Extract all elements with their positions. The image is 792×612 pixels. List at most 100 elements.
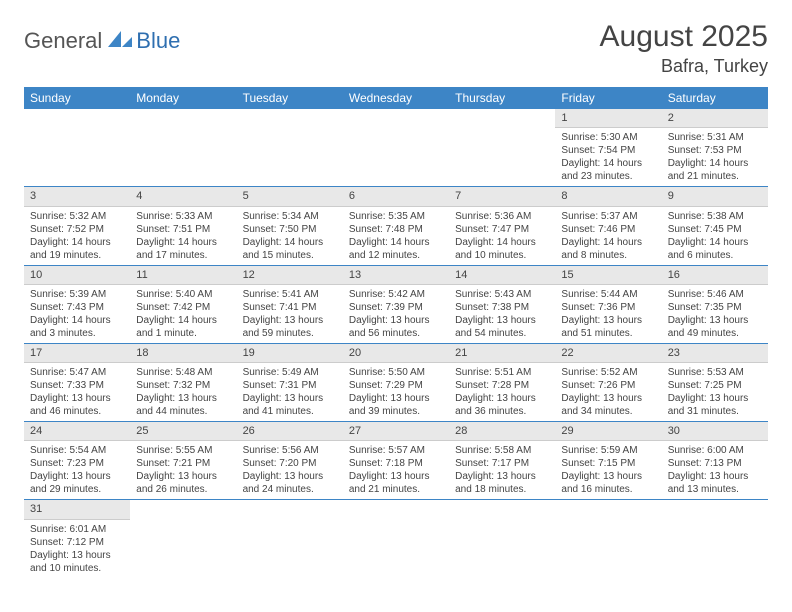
sunset-line: Sunset: 7:23 PM <box>30 457 124 470</box>
sunrise-line: Sunrise: 5:35 AM <box>349 210 443 223</box>
day-number: 3 <box>24 187 130 206</box>
sunrise-line: Sunrise: 5:40 AM <box>136 288 230 301</box>
calendar-week-row: 3Sunrise: 5:32 AMSunset: 7:52 PMDaylight… <box>24 187 768 265</box>
daylight-line: Daylight: 13 hours and 56 minutes. <box>349 314 443 340</box>
day-content: Sunrise: 5:34 AMSunset: 7:50 PMDaylight:… <box>237 207 343 265</box>
calendar-day-cell <box>343 109 449 187</box>
day-number: 18 <box>130 344 236 363</box>
calendar-day-cell: 17Sunrise: 5:47 AMSunset: 7:33 PMDayligh… <box>24 343 130 421</box>
sunrise-line: Sunrise: 6:01 AM <box>30 523 124 536</box>
day-number: 31 <box>24 500 130 519</box>
calendar-day-cell: 23Sunrise: 5:53 AMSunset: 7:25 PMDayligh… <box>662 343 768 421</box>
calendar-week-row: 24Sunrise: 5:54 AMSunset: 7:23 PMDayligh… <box>24 422 768 500</box>
weekday-header-row: SundayMondayTuesdayWednesdayThursdayFrid… <box>24 87 768 109</box>
daylight-line: Daylight: 14 hours and 23 minutes. <box>561 157 655 183</box>
calendar-day-cell: 13Sunrise: 5:42 AMSunset: 7:39 PMDayligh… <box>343 265 449 343</box>
sunset-line: Sunset: 7:35 PM <box>668 301 762 314</box>
day-number: 21 <box>449 344 555 363</box>
weekday-header: Wednesday <box>343 87 449 109</box>
day-content: Sunrise: 5:48 AMSunset: 7:32 PMDaylight:… <box>130 363 236 421</box>
day-number: 20 <box>343 344 449 363</box>
day-number: 30 <box>662 422 768 441</box>
sunset-line: Sunset: 7:38 PM <box>455 301 549 314</box>
calendar-day-cell: 9Sunrise: 5:38 AMSunset: 7:45 PMDaylight… <box>662 187 768 265</box>
sunset-line: Sunset: 7:31 PM <box>243 379 337 392</box>
daylight-line: Daylight: 14 hours and 1 minute. <box>136 314 230 340</box>
day-content: Sunrise: 5:54 AMSunset: 7:23 PMDaylight:… <box>24 441 130 499</box>
daylight-line: Daylight: 14 hours and 12 minutes. <box>349 236 443 262</box>
sunset-line: Sunset: 7:48 PM <box>349 223 443 236</box>
daylight-line: Daylight: 14 hours and 21 minutes. <box>668 157 762 183</box>
day-number: 2 <box>662 109 768 128</box>
title-block: August 2025 Bafra, Turkey <box>600 20 768 77</box>
calendar-day-cell: 26Sunrise: 5:56 AMSunset: 7:20 PMDayligh… <box>237 422 343 500</box>
sunrise-line: Sunrise: 5:50 AM <box>349 366 443 379</box>
daylight-line: Daylight: 14 hours and 17 minutes. <box>136 236 230 262</box>
day-number: 13 <box>343 266 449 285</box>
calendar-day-cell: 10Sunrise: 5:39 AMSunset: 7:43 PMDayligh… <box>24 265 130 343</box>
day-number: 9 <box>662 187 768 206</box>
day-content: Sunrise: 5:38 AMSunset: 7:45 PMDaylight:… <box>662 207 768 265</box>
day-number: 16 <box>662 266 768 285</box>
sunrise-line: Sunrise: 5:38 AM <box>668 210 762 223</box>
calendar-day-cell: 4Sunrise: 5:33 AMSunset: 7:51 PMDaylight… <box>130 187 236 265</box>
daylight-line: Daylight: 13 hours and 18 minutes. <box>455 470 549 496</box>
calendar-day-cell <box>237 500 343 578</box>
day-content: Sunrise: 5:51 AMSunset: 7:28 PMDaylight:… <box>449 363 555 421</box>
daylight-line: Daylight: 13 hours and 13 minutes. <box>668 470 762 496</box>
logo-text-blue: Blue <box>136 28 180 54</box>
sunset-line: Sunset: 7:46 PM <box>561 223 655 236</box>
calendar-day-cell: 20Sunrise: 5:50 AMSunset: 7:29 PMDayligh… <box>343 343 449 421</box>
sunset-line: Sunset: 7:12 PM <box>30 536 124 549</box>
weekday-header: Friday <box>555 87 661 109</box>
sunset-line: Sunset: 7:39 PM <box>349 301 443 314</box>
calendar-day-cell: 24Sunrise: 5:54 AMSunset: 7:23 PMDayligh… <box>24 422 130 500</box>
day-content: Sunrise: 5:49 AMSunset: 7:31 PMDaylight:… <box>237 363 343 421</box>
header: General Blue August 2025 Bafra, Turkey <box>24 20 768 77</box>
sunset-line: Sunset: 7:26 PM <box>561 379 655 392</box>
day-content: Sunrise: 5:31 AMSunset: 7:53 PMDaylight:… <box>662 128 768 186</box>
day-content: Sunrise: 5:46 AMSunset: 7:35 PMDaylight:… <box>662 285 768 343</box>
sunrise-line: Sunrise: 5:58 AM <box>455 444 549 457</box>
daylight-line: Daylight: 13 hours and 21 minutes. <box>349 470 443 496</box>
day-content: Sunrise: 5:32 AMSunset: 7:52 PMDaylight:… <box>24 207 130 265</box>
daylight-line: Daylight: 13 hours and 34 minutes. <box>561 392 655 418</box>
weekday-header: Tuesday <box>237 87 343 109</box>
day-content: Sunrise: 5:36 AMSunset: 7:47 PMDaylight:… <box>449 207 555 265</box>
calendar-day-cell <box>449 500 555 578</box>
day-content: Sunrise: 5:56 AMSunset: 7:20 PMDaylight:… <box>237 441 343 499</box>
calendar-day-cell: 2Sunrise: 5:31 AMSunset: 7:53 PMDaylight… <box>662 109 768 187</box>
sunset-line: Sunset: 7:15 PM <box>561 457 655 470</box>
sunset-line: Sunset: 7:25 PM <box>668 379 762 392</box>
sunset-line: Sunset: 7:42 PM <box>136 301 230 314</box>
sunset-line: Sunset: 7:53 PM <box>668 144 762 157</box>
sunrise-line: Sunrise: 5:34 AM <box>243 210 337 223</box>
calendar-day-cell: 29Sunrise: 5:59 AMSunset: 7:15 PMDayligh… <box>555 422 661 500</box>
daylight-line: Daylight: 13 hours and 44 minutes. <box>136 392 230 418</box>
day-content: Sunrise: 5:33 AMSunset: 7:51 PMDaylight:… <box>130 207 236 265</box>
calendar-day-cell: 25Sunrise: 5:55 AMSunset: 7:21 PMDayligh… <box>130 422 236 500</box>
sunrise-line: Sunrise: 5:43 AM <box>455 288 549 301</box>
sunset-line: Sunset: 7:29 PM <box>349 379 443 392</box>
day-content: Sunrise: 5:50 AMSunset: 7:29 PMDaylight:… <box>343 363 449 421</box>
day-number: 23 <box>662 344 768 363</box>
daylight-line: Daylight: 14 hours and 6 minutes. <box>668 236 762 262</box>
sunrise-line: Sunrise: 5:52 AM <box>561 366 655 379</box>
day-content: Sunrise: 5:35 AMSunset: 7:48 PMDaylight:… <box>343 207 449 265</box>
sunrise-line: Sunrise: 5:30 AM <box>561 131 655 144</box>
calendar-day-cell <box>237 109 343 187</box>
calendar-day-cell: 18Sunrise: 5:48 AMSunset: 7:32 PMDayligh… <box>130 343 236 421</box>
sunset-line: Sunset: 7:32 PM <box>136 379 230 392</box>
day-number: 24 <box>24 422 130 441</box>
day-number: 29 <box>555 422 661 441</box>
calendar-day-cell: 15Sunrise: 5:44 AMSunset: 7:36 PMDayligh… <box>555 265 661 343</box>
location: Bafra, Turkey <box>600 56 768 77</box>
day-number: 5 <box>237 187 343 206</box>
sunset-line: Sunset: 7:13 PM <box>668 457 762 470</box>
calendar-day-cell <box>24 109 130 187</box>
calendar-day-cell: 22Sunrise: 5:52 AMSunset: 7:26 PMDayligh… <box>555 343 661 421</box>
day-content: Sunrise: 5:41 AMSunset: 7:41 PMDaylight:… <box>237 285 343 343</box>
calendar-day-cell <box>343 500 449 578</box>
sunrise-line: Sunrise: 6:00 AM <box>668 444 762 457</box>
sunset-line: Sunset: 7:50 PM <box>243 223 337 236</box>
